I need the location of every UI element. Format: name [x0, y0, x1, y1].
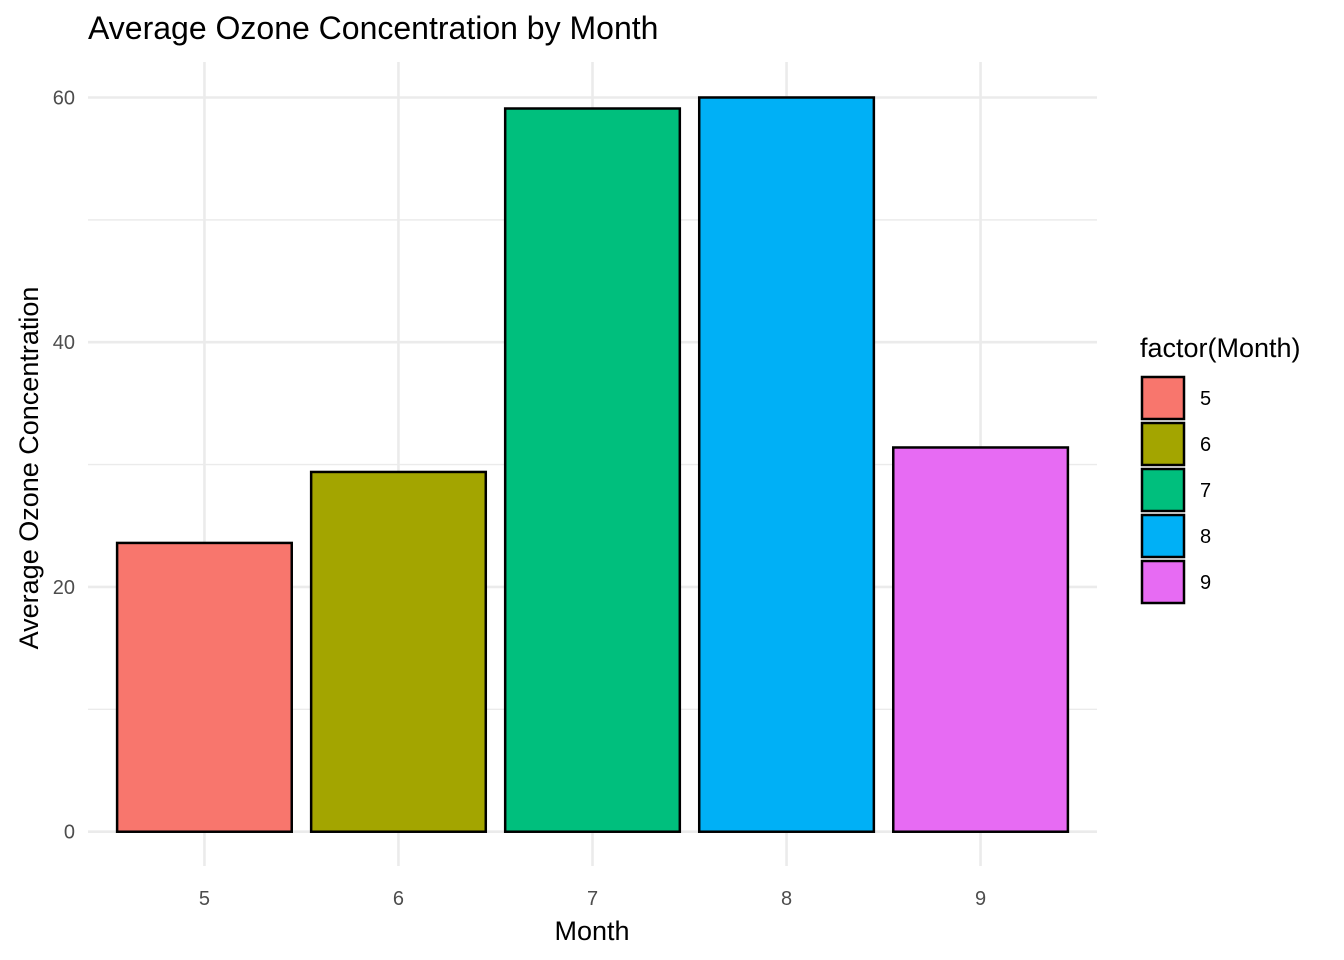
x-tick-label: 8: [781, 888, 792, 910]
bars: [115, 96, 1070, 833]
legend-label: 9: [1200, 572, 1211, 594]
y-tick-label: 20: [53, 577, 75, 599]
legend-items: 5 6 7 8 9: [1140, 375, 1211, 605]
x-tick-label: 6: [393, 888, 404, 910]
legend-key-8: [1140, 513, 1186, 559]
legend-label: 7: [1200, 480, 1211, 502]
bar-month-7: [503, 107, 682, 833]
legend: factor(Month) 5 6 7 8 9: [1140, 333, 1301, 605]
bar-month-5: [115, 541, 293, 833]
y-tick-label: 60: [53, 87, 75, 109]
x-tick-label: 5: [199, 888, 210, 910]
legend-label: 8: [1200, 526, 1211, 548]
bar-month-6: [309, 470, 488, 833]
legend-title: factor(Month): [1140, 333, 1301, 363]
legend-key-6: [1140, 421, 1186, 467]
legend-key-5: [1140, 375, 1186, 421]
legend-label: 5: [1200, 388, 1211, 410]
bar-month-8: [697, 96, 876, 833]
legend-label: 6: [1200, 434, 1211, 456]
chart-title: Average Ozone Concentration by Month: [88, 10, 658, 46]
legend-key-9: [1140, 559, 1186, 605]
x-tick-label: 7: [587, 888, 598, 910]
y-axis-title: Average Ozone Concentration: [14, 287, 44, 650]
x-axis-ticks: 5 6 7 8 9: [199, 888, 986, 910]
y-tick-label: 0: [64, 822, 75, 844]
bar-month-9: [892, 446, 1070, 833]
legend-key-7: [1140, 467, 1186, 513]
y-axis-ticks: 0 20 40 60: [53, 87, 75, 843]
y-tick-label: 40: [53, 332, 75, 354]
x-tick-label: 9: [975, 888, 986, 910]
x-axis-title: Month: [554, 916, 629, 946]
